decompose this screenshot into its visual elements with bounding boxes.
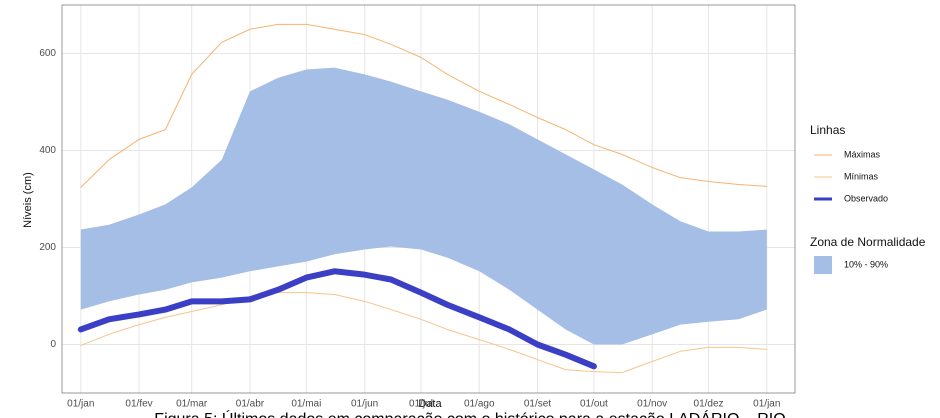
legend-title: Zona de Normalidade [810,235,926,249]
y-tick-label: 200 [39,242,56,253]
y-tick-label: 600 [39,48,56,59]
x-tick-label: 01/out [580,399,608,410]
legend-label: Mínimas [844,171,879,181]
plot: 0 200 400 600 01/jan 01/fev 01/mar 01/abr 01/mai… [39,4,926,410]
series-line [80,292,768,374]
y-tick-label: 400 [39,145,56,156]
normal-band [80,67,767,345]
legend-title: Linhas [810,123,845,137]
x-tick-label: 01/ago [464,399,495,410]
legend-key [814,256,832,274]
x-tick-label: 01/mar [176,399,208,410]
x-tick-label: 01/nov [637,399,667,410]
panel-border [61,4,796,394]
x-tick-label: 01/fev [125,399,152,410]
x-tick-label: 01/abr [236,399,265,410]
x-tick-label: 01/set [524,399,551,410]
x-tick-label: 01/dez [694,399,724,410]
x-tick-label: 01/jan [753,399,780,410]
x-axis-label: Data [418,398,442,410]
legend-label: Observado [844,193,888,203]
x-tick-label: 01/jul [409,399,433,410]
x-tick-label: 01/jun [351,399,378,410]
caption: Figura 5: Últimos dados em comparação co… [154,409,785,418]
x-tick-label: 01/mai [291,399,321,410]
y-tick-label: 0 [50,339,56,350]
x-tick-label: 01/jan [67,399,94,410]
legend-label: Máximas [844,149,881,159]
legend-label: 10% - 90% [844,259,888,269]
y-axis-label: Níveis (cm) [22,172,34,228]
series-line [77,268,597,370]
series-line [80,23,768,188]
